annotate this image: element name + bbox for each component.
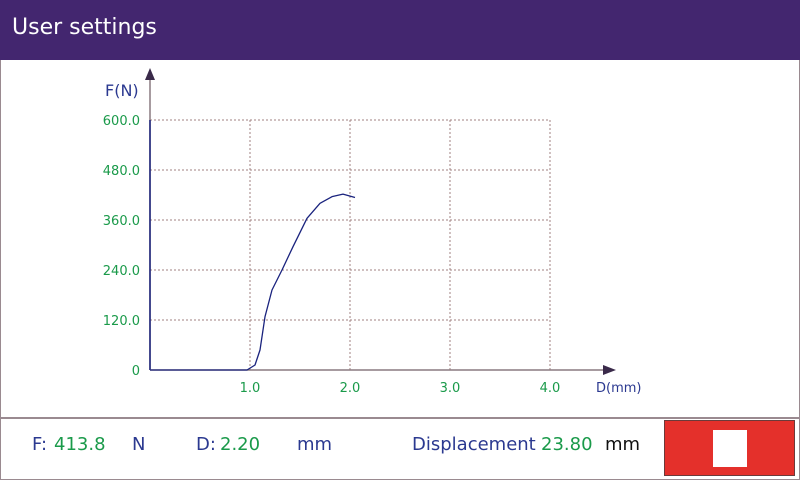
page-title: User settings: [12, 15, 157, 40]
y-tick-label: 600.0: [103, 114, 140, 129]
x-axis-label: D(mm): [596, 381, 641, 396]
y-tick-label: 360.0: [103, 214, 140, 229]
x-tick-label: 1.0: [240, 381, 261, 396]
force-value: 413.8: [54, 434, 106, 455]
x-tick-label: 2.0: [340, 381, 361, 396]
y-tick-label: 480.0: [103, 164, 140, 179]
displacement-unit: mm: [297, 434, 333, 455]
displacement-value: 2.20: [220, 434, 261, 455]
total-displacement-label: Displacement: [412, 434, 536, 455]
force-unit: N: [132, 434, 146, 455]
x-tick-label: 4.0: [540, 381, 561, 396]
x-tick-label: 3.0: [440, 381, 461, 396]
stop-button[interactable]: [664, 420, 795, 476]
force-curve: [150, 193, 356, 371]
y-axis-arrow: [145, 68, 155, 80]
total-displacement-value: 23.80: [541, 434, 593, 455]
total-displacement-unit: mm: [605, 434, 641, 455]
y-tick-label: 240.0: [103, 264, 140, 279]
force-label: F:: [32, 434, 48, 455]
displacement-label: D:: [196, 434, 216, 455]
x-axis-arrow: [603, 365, 616, 375]
title-bar: User settings: [0, 0, 800, 60]
force-displacement-chart: 0 120.0 240.0 360.0 480.0 600.0 1.0 2.0 3.0 4.0 F…: [103, 68, 641, 396]
y-tick-label: 0: [132, 364, 140, 379]
stop-icon: [713, 430, 747, 467]
y-axis-label: F(N): [105, 81, 139, 100]
y-tick-label: 120.0: [103, 314, 140, 329]
